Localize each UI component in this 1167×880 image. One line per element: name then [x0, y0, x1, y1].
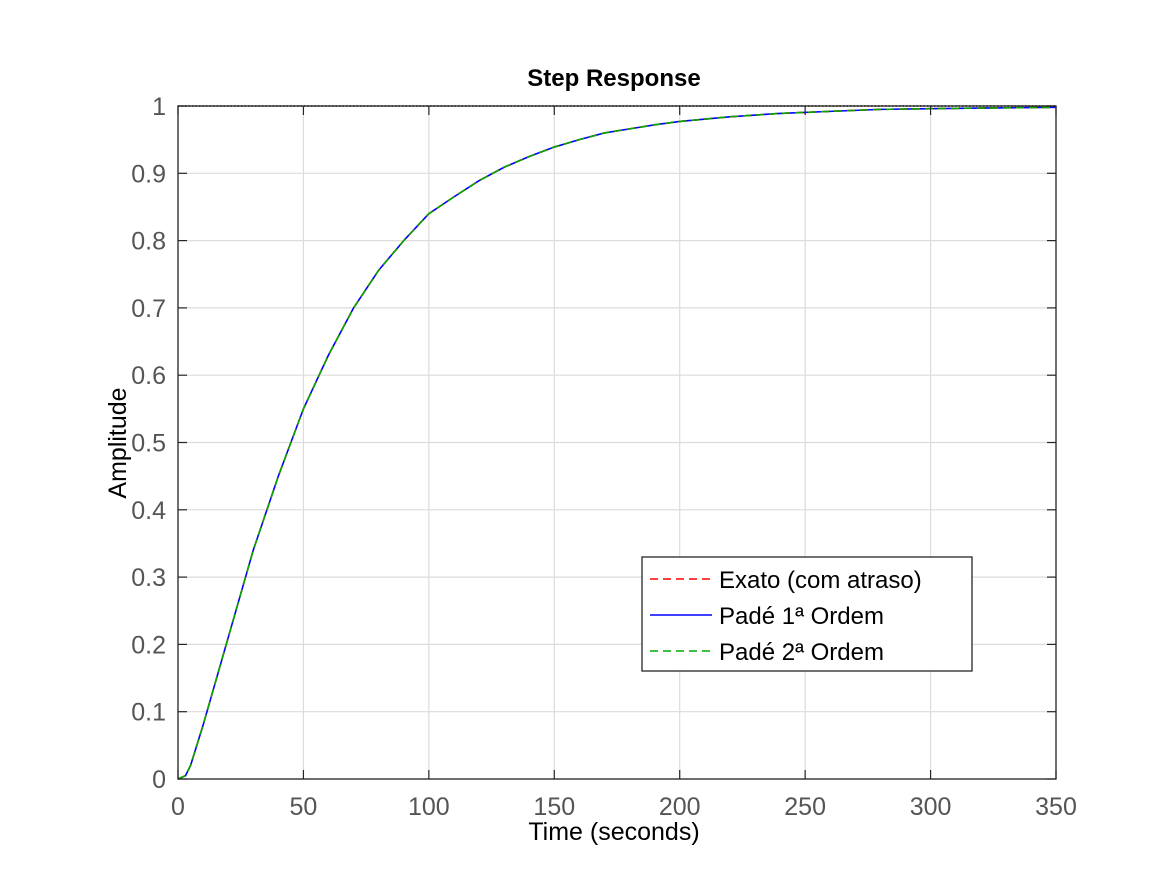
y-tick-label: 0.8 [131, 228, 166, 256]
x-tick-label: 350 [1035, 793, 1077, 821]
legend-label-3: Padé 2ª Ordem [719, 639, 884, 666]
y-tick-label: 0.2 [131, 631, 166, 659]
x-tick-label: 100 [408, 793, 450, 821]
y-axis-label: Amplitude [104, 387, 132, 498]
y-tick-label: 0.4 [131, 497, 166, 525]
chart-title: Step Response [527, 65, 700, 92]
axes: 0 50 100 150 200 250 300 350 0 0.1 0.2 0.3 0.4 0.5 0.6… [131, 93, 1077, 821]
x-tick-label: 250 [784, 793, 826, 821]
y-tick-label: 0 [152, 766, 166, 794]
x-tick-label: 200 [659, 793, 701, 821]
x-tick-label: 150 [533, 793, 575, 821]
x-tick-label: 0 [171, 793, 185, 821]
y-tick-label: 0.1 [131, 699, 166, 727]
y-tick-label: 0.6 [131, 362, 166, 390]
y-tick-label: 0.7 [131, 295, 166, 323]
grid [177, 105, 1057, 780]
legend-label-1: Exato (com atraso) [719, 567, 922, 594]
series-line-3 [177, 106, 1057, 780]
x-tick-label: 50 [290, 793, 318, 821]
x-axis-label: Time (seconds) [528, 818, 699, 846]
y-tick-label: 0.5 [131, 430, 166, 458]
legend-box[interactable] [641, 556, 973, 672]
x-tick-label: 300 [910, 793, 952, 821]
y-tick-label: 0.3 [131, 564, 166, 592]
y-tick-label: 0.9 [131, 160, 166, 188]
legend-label-2: Padé 1ª Ordem [719, 603, 884, 630]
legend[interactable]: Exato (com atraso) Padé 1ª Ordem Padé 2ª O… [641, 556, 973, 672]
y-tick-label: 1 [152, 93, 166, 121]
